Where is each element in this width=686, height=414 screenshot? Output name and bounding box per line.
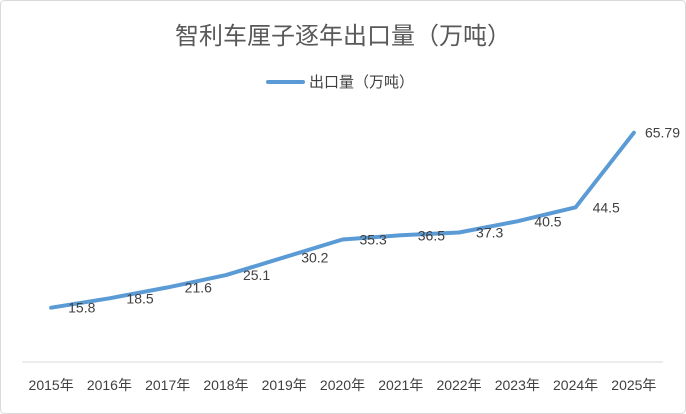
x-tick-label: 2020年 xyxy=(320,377,365,393)
x-tick-labels: 2015年 2016年 2017年 2018年 2019年 2020年 2021年 2022年… xyxy=(29,377,657,393)
x-tick-label: 2015年 xyxy=(29,377,74,393)
x-tick-label: 2022年 xyxy=(436,377,481,393)
x-tick-label: 2023年 xyxy=(495,377,540,393)
data-label: 36.5 xyxy=(418,227,445,243)
data-label: 40.5 xyxy=(534,213,561,229)
data-label: 25.1 xyxy=(243,267,270,283)
data-label: 37.3 xyxy=(476,224,503,240)
data-label: 15.8 xyxy=(68,300,95,316)
x-tick-label: 2025年 xyxy=(611,377,656,393)
x-tick-label: 2019年 xyxy=(262,377,307,393)
x-tick-label: 2024年 xyxy=(553,377,598,393)
data-label: 30.2 xyxy=(301,249,328,265)
legend: 出口量（万吨） xyxy=(266,74,414,91)
data-label: 18.5 xyxy=(126,290,153,306)
series-line xyxy=(49,130,636,310)
x-tick-label: 2016年 xyxy=(87,377,132,393)
legend-label: 出口量（万吨） xyxy=(309,74,414,91)
chart-title: 智利车厘子逐年出口量（万吨） xyxy=(175,23,511,50)
x-tick-label: 2021年 xyxy=(378,377,423,393)
x-tick-label: 2018年 xyxy=(203,377,248,393)
data-labels: 15.8 18.5 21.6 25.1 30.2 35.3 36.5 37.3 40.5 44.5… xyxy=(68,125,680,316)
x-tick-label: 2017年 xyxy=(145,377,190,393)
data-label: 21.6 xyxy=(185,279,212,295)
data-label: 65.79 xyxy=(645,125,680,141)
data-label: 44.5 xyxy=(593,199,620,215)
data-label: 35.3 xyxy=(360,231,387,247)
